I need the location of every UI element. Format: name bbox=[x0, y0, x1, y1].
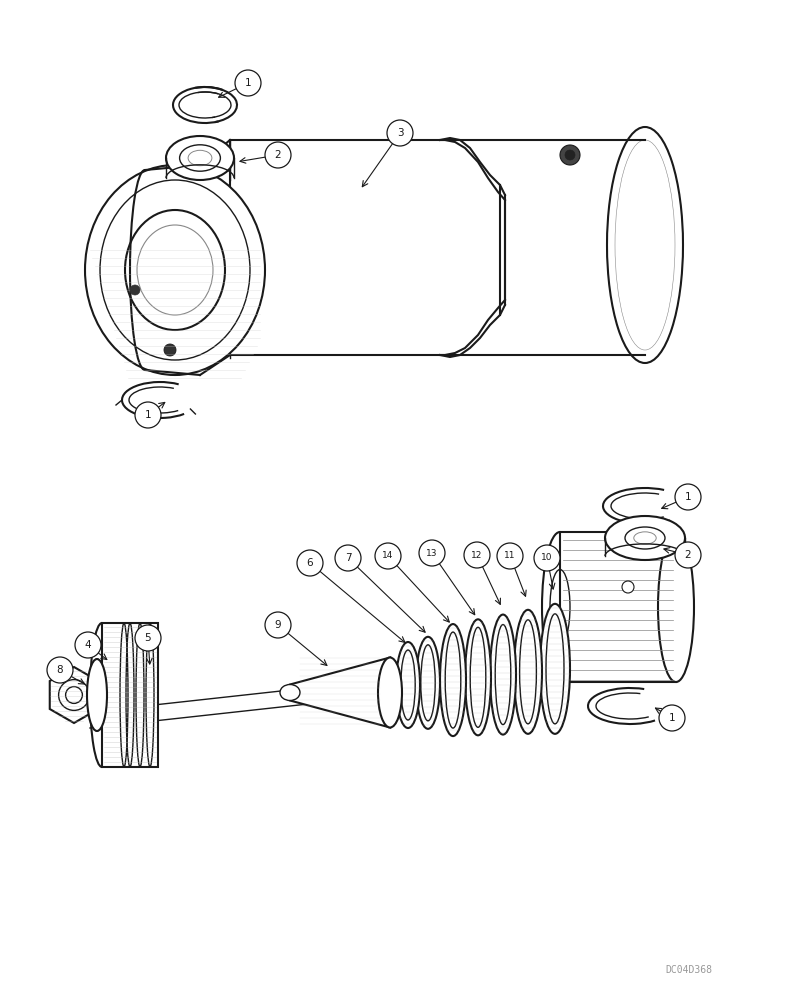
Circle shape bbox=[496, 543, 522, 569]
Text: 10: 10 bbox=[541, 554, 552, 562]
Circle shape bbox=[564, 150, 574, 160]
Text: 14: 14 bbox=[382, 552, 393, 560]
Text: 4: 4 bbox=[84, 640, 91, 650]
Polygon shape bbox=[290, 658, 389, 728]
Circle shape bbox=[621, 581, 633, 593]
Ellipse shape bbox=[280, 684, 299, 700]
Circle shape bbox=[297, 550, 323, 576]
Circle shape bbox=[674, 484, 700, 510]
Circle shape bbox=[335, 545, 361, 571]
Circle shape bbox=[375, 543, 401, 569]
Text: 9: 9 bbox=[274, 620, 281, 630]
Circle shape bbox=[560, 145, 579, 165]
Circle shape bbox=[418, 540, 444, 566]
Polygon shape bbox=[49, 667, 98, 723]
Text: 2: 2 bbox=[274, 150, 281, 160]
Circle shape bbox=[387, 120, 413, 146]
Circle shape bbox=[135, 625, 161, 651]
Text: 11: 11 bbox=[504, 552, 515, 560]
Text: DC04D368: DC04D368 bbox=[664, 965, 711, 975]
Ellipse shape bbox=[489, 615, 515, 735]
Circle shape bbox=[47, 657, 73, 683]
Circle shape bbox=[674, 542, 700, 568]
Circle shape bbox=[463, 542, 489, 568]
Circle shape bbox=[135, 402, 161, 428]
Text: 12: 12 bbox=[470, 550, 482, 560]
Polygon shape bbox=[102, 623, 158, 767]
Text: 5: 5 bbox=[144, 633, 151, 643]
Ellipse shape bbox=[657, 532, 693, 682]
Circle shape bbox=[264, 142, 290, 168]
Ellipse shape bbox=[85, 165, 264, 375]
Ellipse shape bbox=[607, 127, 682, 363]
Circle shape bbox=[164, 344, 176, 356]
Text: 1: 1 bbox=[244, 78, 251, 88]
Text: 2: 2 bbox=[684, 550, 690, 560]
Ellipse shape bbox=[465, 619, 491, 735]
Ellipse shape bbox=[90, 623, 114, 767]
Circle shape bbox=[264, 612, 290, 638]
Circle shape bbox=[659, 705, 684, 731]
Polygon shape bbox=[560, 532, 676, 682]
Ellipse shape bbox=[541, 532, 577, 682]
Ellipse shape bbox=[378, 658, 401, 728]
Circle shape bbox=[234, 70, 260, 96]
Ellipse shape bbox=[396, 642, 419, 728]
Ellipse shape bbox=[440, 624, 466, 736]
Ellipse shape bbox=[604, 516, 684, 560]
Ellipse shape bbox=[87, 659, 107, 731]
Circle shape bbox=[534, 545, 560, 571]
Ellipse shape bbox=[513, 610, 541, 734]
Ellipse shape bbox=[165, 136, 234, 180]
Ellipse shape bbox=[415, 637, 440, 729]
Text: 7: 7 bbox=[344, 553, 351, 563]
Text: 1: 1 bbox=[668, 713, 675, 723]
Circle shape bbox=[66, 687, 82, 703]
Text: 6: 6 bbox=[307, 558, 313, 568]
Circle shape bbox=[75, 632, 101, 658]
Circle shape bbox=[130, 285, 139, 295]
Text: 8: 8 bbox=[57, 665, 63, 675]
Text: 3: 3 bbox=[397, 128, 403, 138]
Text: 13: 13 bbox=[426, 548, 437, 558]
Ellipse shape bbox=[539, 604, 569, 734]
Text: 1: 1 bbox=[144, 410, 151, 420]
Text: 1: 1 bbox=[684, 492, 690, 502]
